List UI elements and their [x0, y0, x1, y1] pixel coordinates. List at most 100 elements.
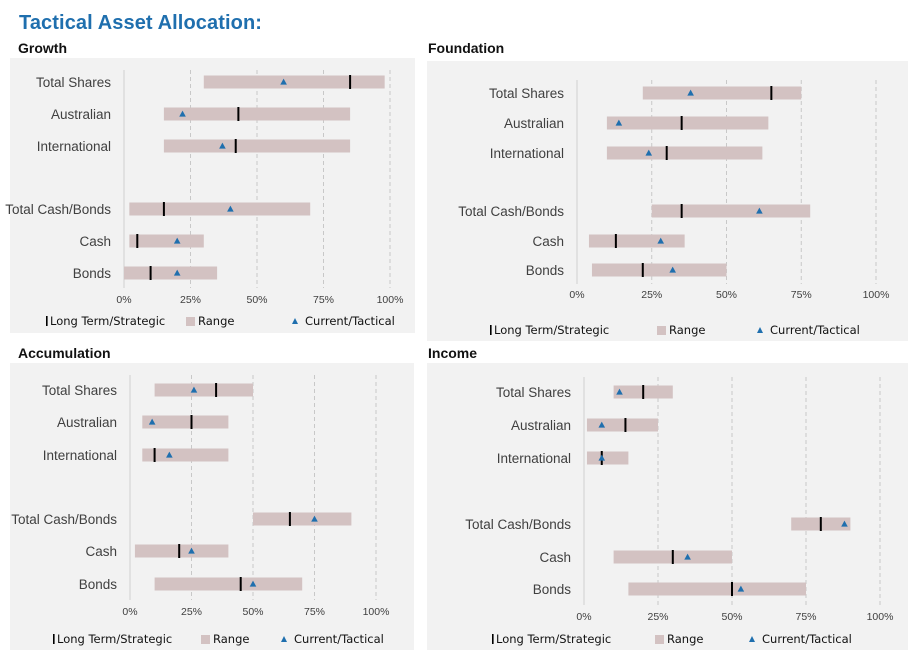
growth-tactical-marker-total-shares: [280, 78, 287, 85]
growth-x-tick-label: 50%: [246, 294, 267, 306]
growth-tactical-marker-bonds: [173, 269, 181, 276]
foundation-category-label-australian: Australian: [504, 116, 564, 131]
growth-tactical-marker-international: [219, 142, 226, 149]
panel-title-income: Income: [428, 345, 478, 361]
growth-x-tick-label: 100%: [377, 294, 404, 306]
accumulation-x-tick-label: 25%: [181, 606, 202, 618]
accumulation-range-bar-international: [142, 448, 229, 462]
foundation-legend-range-swatch: [657, 326, 666, 335]
growth-strategic-marker-australian: [237, 107, 240, 121]
accumulation-legend-range: Range: [213, 632, 249, 646]
accumulation-strategic-marker-cash: [178, 544, 181, 558]
foundation-strategic-marker-australian: [680, 116, 683, 130]
foundation-legend-range: Range: [669, 323, 705, 337]
foundation-range-bar-international: [606, 146, 763, 160]
chart-panel-foundation: [427, 61, 908, 341]
growth-category-label-international: International: [37, 139, 111, 154]
foundation-strategic-marker-bonds: [641, 263, 644, 277]
foundation-strategic-marker-international: [665, 146, 668, 160]
growth-range-bar-cash: [129, 234, 204, 248]
accumulation-x-tick-label: 100%: [363, 606, 390, 618]
growth-x-tick-label: 25%: [180, 294, 201, 306]
accumulation-tactical-marker-bonds: [249, 580, 257, 587]
income-legend-strategic: Long Term/Strategic: [496, 632, 611, 646]
income-range-bar-bonds: [628, 582, 806, 596]
foundation-range-bar-total-cash-bonds: [651, 204, 811, 218]
growth-tactical-marker-australian: [179, 110, 186, 117]
foundation-legend-tactical: Current/Tactical: [770, 323, 860, 337]
foundation-tactical-marker-international: [645, 149, 653, 156]
income-strategic-marker-bonds: [731, 582, 733, 596]
accumulation-tactical-marker-australian: [148, 418, 156, 425]
accumulation-x-tick-label: 50%: [242, 606, 263, 618]
growth-category-label-total-cash-bonds: Total Cash/Bonds: [5, 202, 111, 217]
panel-title-accumulation: Accumulation: [18, 345, 111, 361]
foundation-range-bar-total-shares: [642, 86, 802, 100]
accumulation-range-bar-total-shares: [154, 383, 253, 397]
income-range-bar-australian: [586, 418, 658, 432]
income-x-tick-label: 25%: [647, 611, 668, 623]
growth-tactical-marker-total-cash-bonds: [227, 205, 234, 212]
accumulation-legend-strategic: Long Term/Strategic: [57, 632, 172, 646]
accumulation-tactical-marker-international: [166, 451, 173, 458]
accumulation-legend-tactical: Current/Tactical: [294, 632, 384, 646]
income-tactical-marker-bonds: [737, 585, 745, 592]
income-legend-range-swatch: [655, 635, 664, 644]
foundation-category-label-international: International: [490, 146, 564, 161]
income-category-label-australian: Australian: [511, 418, 571, 433]
growth-legend-tactical: Current/Tactical: [305, 314, 395, 328]
growth-x-tick-label: 0%: [116, 294, 131, 306]
foundation-legend-strategic: Long Term/Strategic: [494, 323, 609, 337]
foundation-strategic-marker-cash: [614, 234, 617, 248]
growth-category-label-australian: Australian: [51, 107, 111, 122]
foundation-category-label-total-shares: Total Shares: [489, 86, 564, 101]
accumulation-range-bar-australian: [142, 415, 229, 429]
income-category-label-total-cash-bonds: Total Cash/Bonds: [465, 517, 571, 532]
chart-panel-growth: [10, 58, 415, 333]
panel-title-growth: Growth: [18, 40, 67, 56]
growth-legend-tactical-swatch: [292, 318, 298, 324]
foundation-tactical-marker-australian: [615, 119, 623, 126]
foundation-x-tick-label: 0%: [569, 289, 584, 301]
income-range-bar-international: [586, 451, 629, 465]
foundation-tactical-marker-bonds: [669, 266, 676, 273]
growth-range-bar-total-shares: [203, 75, 385, 89]
income-strategic-marker-cash: [671, 550, 674, 564]
foundation-range-bar-cash: [588, 234, 685, 248]
accumulation-category-label-international: International: [43, 448, 117, 463]
foundation-x-tick-label: 25%: [641, 289, 662, 301]
income-x-tick-label: 50%: [721, 611, 742, 623]
accumulation-range-bar-total-cash-bonds: [253, 512, 352, 526]
foundation-range-bar-bonds: [591, 263, 727, 277]
growth-category-label-total-shares: Total Shares: [36, 75, 111, 90]
foundation-x-tick-label: 50%: [716, 289, 737, 301]
growth-x-tick-label: 75%: [313, 294, 334, 306]
growth-range-bar-international: [163, 139, 351, 153]
growth-legend-range: Range: [198, 314, 234, 328]
income-legend-tactical: Current/Tactical: [762, 632, 852, 646]
income-category-label-cash: Cash: [539, 550, 571, 565]
growth-range-bar-total-cash-bonds: [129, 202, 311, 216]
accumulation-strategic-marker-australian: [190, 415, 193, 429]
foundation-tactical-marker-total-shares: [687, 89, 694, 96]
growth-strategic-marker-total-cash-bonds: [162, 202, 165, 216]
accumulation-tactical-marker-total-cash-bonds: [311, 515, 318, 522]
income-category-label-bonds: Bonds: [533, 582, 572, 597]
income-legend-tactical-swatch: [749, 636, 755, 642]
accumulation-strategic-marker-total-shares: [215, 383, 218, 397]
accumulation-range-bar-cash: [134, 544, 229, 558]
growth-range-bar-australian: [163, 107, 351, 121]
income-x-tick-label: 0%: [576, 611, 591, 623]
foundation-x-tick-label: 75%: [791, 289, 812, 301]
growth-category-label-bonds: Bonds: [73, 266, 112, 281]
accumulation-legend-strategic-swatch: [53, 634, 55, 644]
income-category-label-total-shares: Total Shares: [496, 385, 571, 400]
income-x-tick-label: 75%: [795, 611, 816, 623]
growth-strategic-marker-international: [234, 139, 237, 153]
foundation-range-bar-australian: [606, 116, 769, 130]
growth-category-label-cash: Cash: [79, 234, 111, 249]
growth-legend-strategic: Long Term/Strategic: [50, 314, 165, 328]
growth-strategic-marker-total-shares: [349, 75, 352, 89]
foundation-legend-strategic-swatch: [490, 325, 492, 335]
growth-tactical-marker-cash: [173, 237, 181, 244]
